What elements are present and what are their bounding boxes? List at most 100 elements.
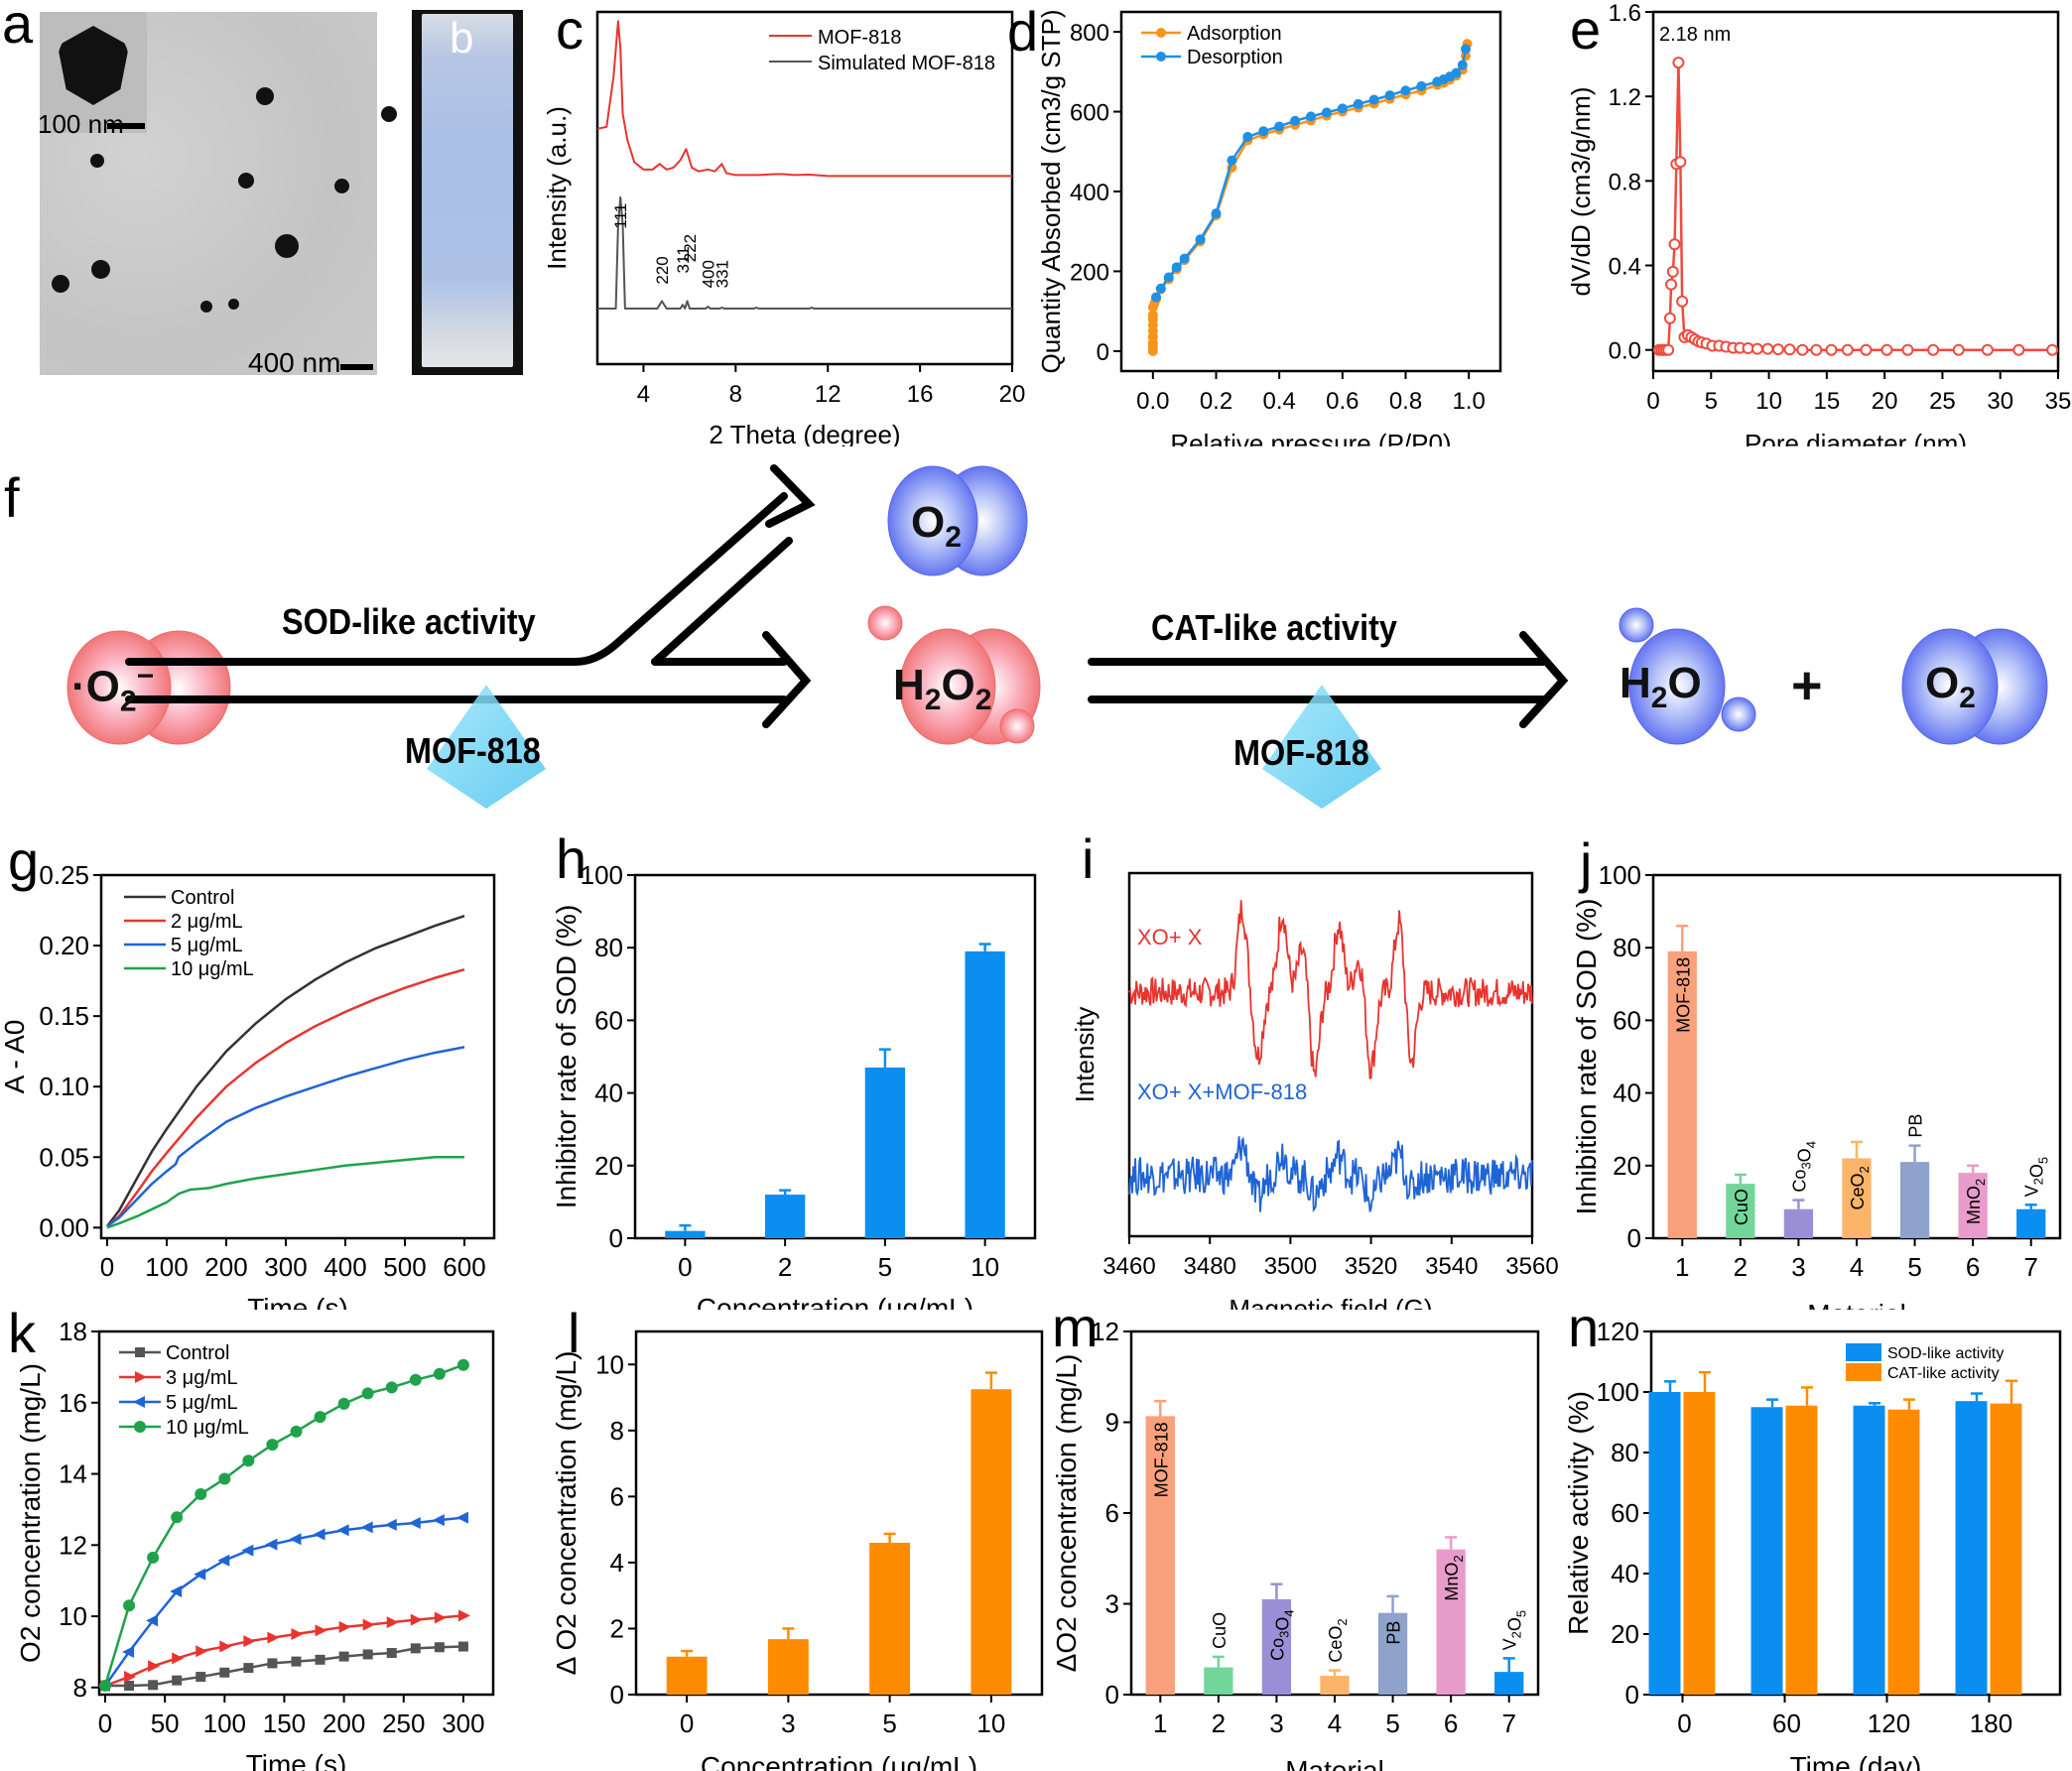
series-3 (103, 1363, 464, 1687)
inset-scalebar (107, 123, 145, 129)
bar (1783, 1208, 1814, 1238)
plot-frame (1119, 10, 1502, 373)
nanoparticle (52, 275, 69, 293)
data-point (122, 1645, 135, 1658)
plot-frame (99, 873, 496, 1240)
bar (869, 1542, 911, 1695)
bar (1145, 1416, 1175, 1695)
y-tick-label: 40 (1613, 1078, 1641, 1108)
data-point (147, 1551, 160, 1564)
data-point (1901, 343, 1914, 356)
y-tick-label: 12 (59, 1530, 87, 1560)
product-h2o-label: H2O (1619, 659, 1702, 714)
bar (1842, 1158, 1872, 1238)
main-scalebar (340, 364, 373, 370)
data-point (194, 1568, 206, 1581)
x-tick-label: 10 (1755, 388, 1782, 415)
x-axis-label: Material (1285, 1755, 1384, 1771)
data-point (1400, 85, 1411, 96)
chart-k-o2-generation: 0 50 100 150 200 250 300 8 10 12 14 16 18 Time (s) O2 … (15, 1317, 495, 1771)
bar-label: Co3O4 (1789, 1141, 1818, 1193)
y-axis-label: ΔO2 concentration (mg/L) (1052, 1354, 1082, 1673)
cuvette-liquid (422, 14, 513, 367)
data-point (1242, 131, 1253, 142)
data-point (1227, 155, 1237, 166)
bar (767, 1639, 809, 1695)
x-tick-label: 6 (1444, 1708, 1458, 1738)
sod-arrow (125, 464, 816, 728)
x-tick-label: 4 (1850, 1252, 1864, 1282)
x-tick-label: 4 (1328, 1708, 1342, 1738)
data-point (1211, 208, 1222, 219)
x-axis-label: Concentration (μg/mL) (701, 1751, 977, 1771)
product-h2o2-label: H2O2 (893, 661, 992, 716)
plot-frame (1651, 10, 2060, 373)
bar-label: V2O5 (1500, 1610, 1529, 1651)
data-point (218, 1472, 231, 1485)
x-tick-label: 16 (907, 381, 934, 408)
legend-label: SOD-like activity (1887, 1345, 2004, 1362)
x-tick-label: 12 (815, 381, 842, 408)
bar (1320, 1676, 1350, 1695)
bar (1887, 1409, 1920, 1695)
x-tick-label: 3560 (1505, 1253, 1558, 1280)
hydrogen-peroxide-molecule (867, 605, 1041, 745)
bar-label: PB (1906, 1114, 1926, 1138)
x-tick-label: 30 (1987, 388, 2013, 415)
y-tick-label: 0.15 (39, 1001, 89, 1031)
x-tick-label: 0 (678, 1252, 692, 1282)
x-tick-label: 60 (1772, 1708, 1801, 1738)
y-tick-label: 120 (1597, 1317, 1639, 1346)
data-point (243, 1663, 254, 1674)
bar (1204, 1667, 1233, 1695)
y-tick-label: 20 (594, 1151, 623, 1181)
y-tick-label: 100 (1597, 1377, 1639, 1407)
y-tick-label: 6 (610, 1481, 624, 1511)
data-point (195, 1672, 206, 1683)
data-point (1783, 343, 1796, 356)
x-tick-label: 25 (1929, 388, 1956, 415)
bar (1648, 1392, 1681, 1695)
legend-label: Simulated MOF-818 (818, 53, 995, 74)
y-tick-label: 1.2 (1609, 84, 1641, 111)
data-point (1672, 57, 1685, 69)
nanoparticle (334, 179, 349, 193)
series-pore-distribution (1658, 61, 2053, 351)
y-tick-label: 10 (595, 1349, 624, 1379)
y-tick-label: 400 (1070, 180, 1109, 206)
legend-swatch (1846, 1363, 1881, 1381)
data-point (289, 1533, 302, 1546)
bar-label: V2O5 (2022, 1157, 2051, 1198)
y-tick-label: 200 (1070, 259, 1109, 286)
y-tick-label: 40 (1611, 1559, 1639, 1588)
data-point (1668, 238, 1681, 251)
bar (1377, 1612, 1408, 1695)
panel-letter-j: j (1580, 831, 1593, 894)
y-axis-label: Quantity Absorbed (cm3/g STP) (1036, 9, 1066, 373)
legend-label: Desorption (1187, 47, 1283, 68)
series-1 (104, 1614, 464, 1688)
panel-letter-h: h (556, 827, 587, 890)
bar (971, 1389, 1012, 1695)
x-tick-label: 0.8 (1389, 388, 1422, 415)
y-tick-label: 60 (594, 1005, 623, 1035)
x-tick-label: 1 (1675, 1252, 1689, 1282)
y-tick-label: 80 (594, 933, 623, 962)
x-tick-label: 5 (878, 1252, 892, 1282)
data-point (1665, 278, 1678, 291)
x-tick-label: 35 (2045, 388, 2072, 415)
data-point (267, 1658, 278, 1669)
nanoparticle (381, 106, 397, 122)
chart-d-isotherm: 0.0 0.2 0.4 0.6 0.8 1.0 0 200 400 600 800 Relative … (1036, 9, 1502, 446)
data-point (315, 1624, 327, 1637)
data-point (1151, 292, 1162, 303)
data-point (266, 1439, 279, 1452)
data-point (1451, 67, 1462, 78)
x-axis-label: Time (day) (1790, 1751, 1922, 1771)
bar (1853, 1405, 1885, 1695)
bar-label: CeO2 (1848, 1166, 1872, 1209)
bar (1436, 1549, 1466, 1695)
y-axis-label: Δ O2 concentration (mg/L) (551, 1351, 582, 1676)
catalyst-label-2: MOF-818 (1233, 732, 1369, 773)
